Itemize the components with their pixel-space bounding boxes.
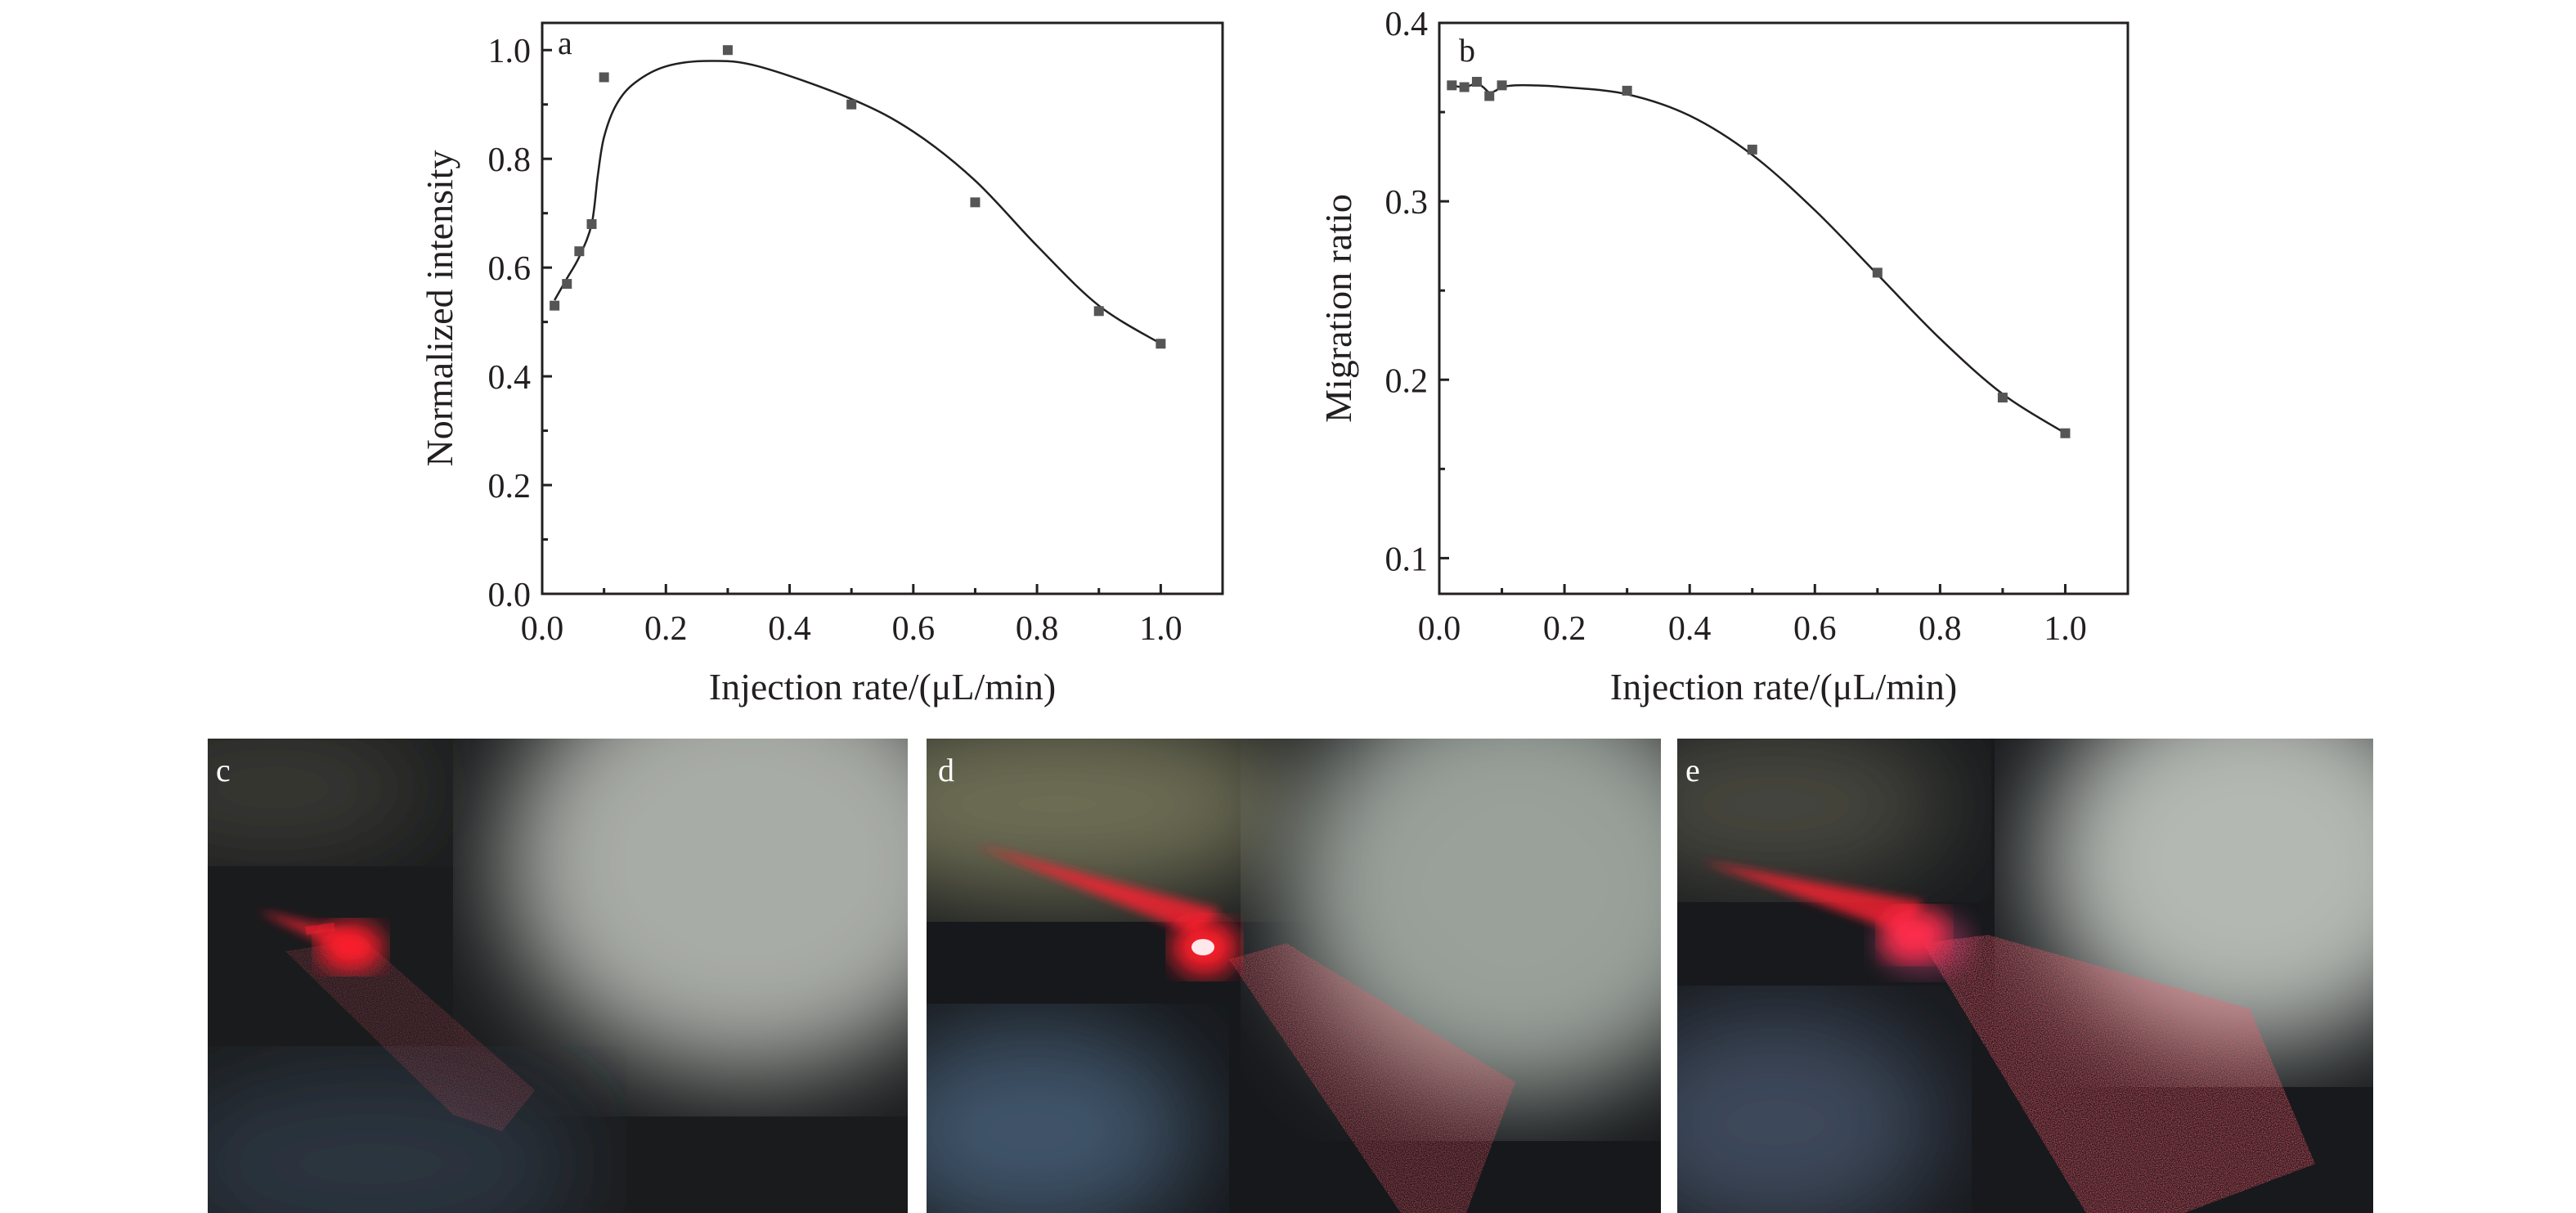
x-tick-label: 0.6 — [892, 610, 936, 648]
x-tick-label: 0.4 — [768, 610, 811, 648]
y-axis-label-a: Normalized intensity — [419, 150, 460, 466]
data-point — [722, 45, 733, 56]
x-tick-label: 0.0 — [1418, 610, 1461, 648]
y-tick-label: 0.4 — [488, 359, 532, 397]
axis-ticks-b: 0.0 0.2 0.4 0.6 0.8 1.0 0.1 0.2 0.3 0.4 — [1385, 6, 2087, 648]
x-tick-label: 0.6 — [1793, 610, 1837, 648]
data-point — [1997, 393, 2008, 403]
data-point — [1156, 339, 1166, 349]
photo-panel-e: e — [1677, 739, 2373, 1213]
photo-label-d: d — [938, 752, 954, 788]
jet-plume-e — [1923, 935, 2315, 1213]
x-tick-label: 1.0 — [2044, 610, 2087, 648]
data-point — [1447, 80, 1457, 91]
y-tick-label: 0.1 — [1385, 541, 1429, 578]
data-point — [846, 99, 857, 110]
y-axis-label-b: Migration ratio — [1317, 194, 1359, 423]
axis-ticks-a: 0.0 0.2 0.4 0.6 0.8 1.0 0.0 0.2 0.4 0.6 0.8 1.0 — [488, 33, 1183, 648]
data-point — [1471, 76, 1482, 87]
chart-panel-b: b 0.0 0.2 0.4 0.6 0.8 1.0 0.1 0.2 0.3 0.4 Injecti… — [1317, 6, 2129, 708]
x-tick-label: 0.0 — [521, 610, 564, 648]
data-point — [970, 197, 981, 208]
y-tick-label: 0.3 — [1385, 184, 1429, 222]
photo-label-c: c — [216, 752, 231, 788]
y-tick-label: 0.2 — [488, 468, 532, 505]
data-points-b — [1447, 76, 2071, 438]
photo-panel-c: c — [208, 739, 908, 1213]
data-point — [1497, 80, 1507, 91]
data-point — [550, 300, 560, 311]
data-point — [1747, 144, 1757, 155]
x-axis-label-b: Injection rate/(μL/min) — [1610, 666, 1957, 708]
data-point — [562, 279, 572, 290]
jet-plume-d — [1229, 943, 1515, 1213]
x-tick-label: 0.2 — [1543, 610, 1586, 648]
chart-panel-a: a 0.0 0.2 0.4 0.6 0.8 1.0 0.0 0.2 0.4 0.6 0.8 1.0 I… — [419, 21, 1224, 708]
data-points-a — [550, 45, 1166, 349]
data-point — [1093, 306, 1104, 317]
x-axis-label-a: Injection rate/(μL/min) — [709, 666, 1056, 708]
data-point — [574, 246, 585, 257]
y-tick-label: 0.4 — [1385, 6, 1429, 43]
x-tick-label: 0.8 — [1016, 610, 1059, 648]
y-tick-label: 0.2 — [1385, 362, 1429, 400]
data-point — [1622, 85, 1632, 96]
x-tick-label: 0.4 — [1668, 610, 1712, 648]
plot-frame-b — [1438, 21, 2129, 595]
y-tick-label: 0.0 — [488, 577, 532, 614]
x-tick-label: 1.0 — [1139, 610, 1183, 648]
y-tick-label: 1.0 — [488, 33, 532, 70]
fit-curve-a — [554, 60, 1162, 345]
photo-panel-d: d — [927, 739, 1661, 1213]
panel-label-b: b — [1459, 32, 1475, 69]
data-point — [586, 218, 597, 229]
data-point — [1459, 82, 1470, 92]
y-tick-label: 0.6 — [488, 250, 532, 288]
data-point — [1484, 91, 1495, 101]
data-point — [2060, 428, 2071, 438]
data-point — [599, 72, 609, 83]
x-tick-label: 0.8 — [1919, 610, 1962, 648]
data-point — [1872, 267, 1883, 278]
x-tick-label: 0.2 — [644, 610, 688, 648]
y-tick-label: 0.8 — [488, 142, 532, 179]
photo-label-e: e — [1685, 752, 1700, 788]
plot-frame-a — [541, 21, 1224, 595]
panel-label-a: a — [558, 25, 572, 61]
fit-curve-b — [1452, 82, 2067, 434]
